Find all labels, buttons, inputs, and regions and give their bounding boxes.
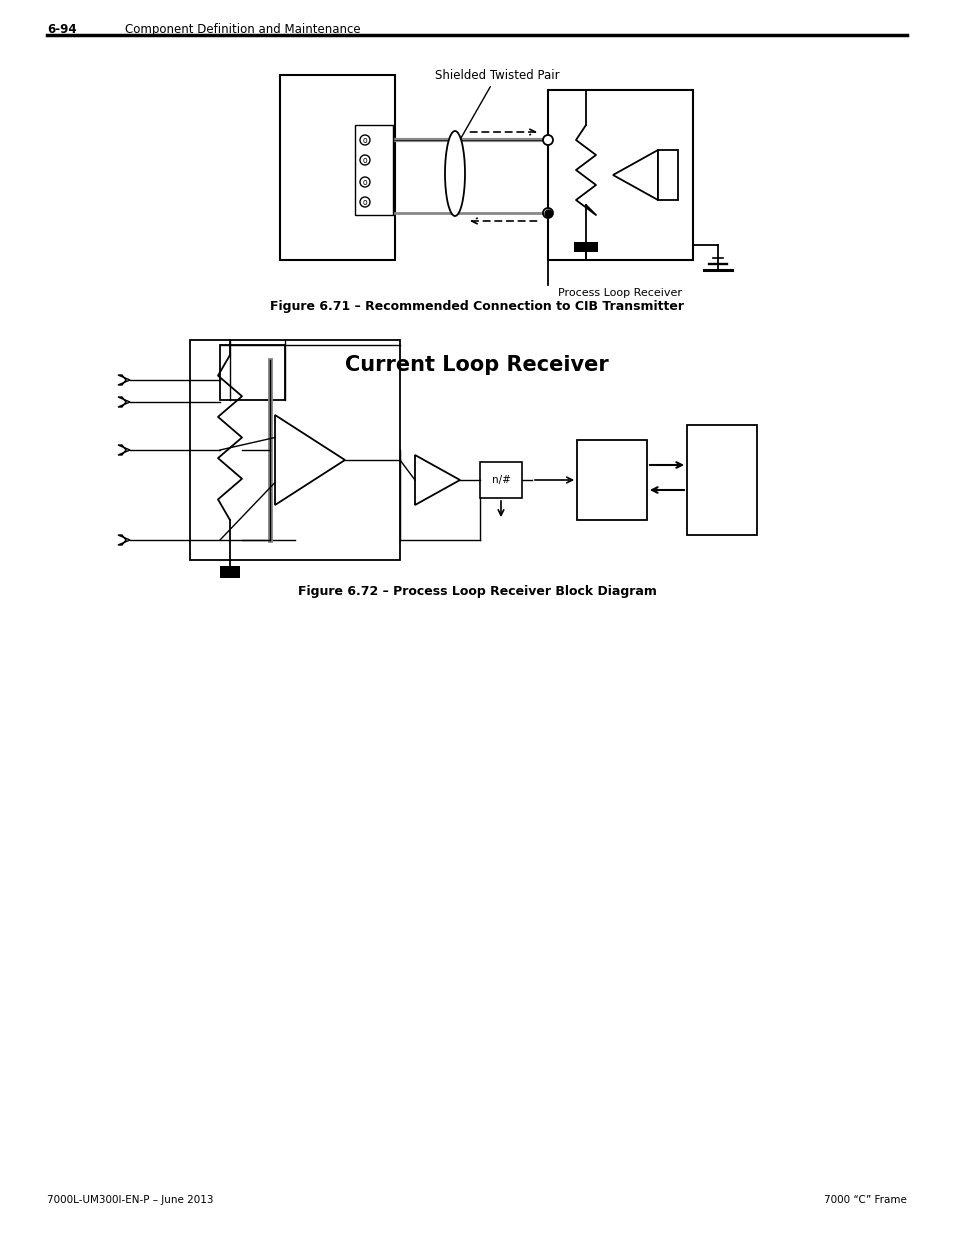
Text: o: o: [362, 156, 367, 164]
Text: Current Loop Receiver: Current Loop Receiver: [345, 354, 608, 375]
Bar: [220, 566, 240, 578]
Bar: [574, 242, 598, 252]
Text: Process Loop Receiver: Process Loop Receiver: [558, 288, 681, 298]
Bar: [547, 90, 692, 261]
Bar: [190, 340, 399, 559]
Bar: [220, 345, 285, 400]
Text: o: o: [362, 178, 367, 186]
Text: Component Definition and Maintenance: Component Definition and Maintenance: [125, 23, 360, 36]
Bar: [577, 440, 646, 520]
Circle shape: [359, 135, 370, 144]
Text: o: o: [362, 136, 367, 144]
Ellipse shape: [444, 131, 464, 216]
Circle shape: [359, 198, 370, 207]
Text: 7000 “C” Frame: 7000 “C” Frame: [823, 1195, 906, 1205]
Bar: [686, 425, 757, 535]
Circle shape: [542, 207, 553, 219]
Text: Figure 6.71 – Recommended Connection to CIB Transmitter: Figure 6.71 – Recommended Connection to …: [270, 300, 683, 312]
Circle shape: [359, 156, 370, 165]
Text: n/#: n/#: [491, 475, 510, 485]
Text: 6-94: 6-94: [47, 23, 76, 36]
Text: 7000L-UM300I-EN-P – June 2013: 7000L-UM300I-EN-P – June 2013: [47, 1195, 213, 1205]
Text: Shielded Twisted Pair: Shielded Twisted Pair: [435, 68, 558, 144]
Text: o: o: [362, 198, 367, 206]
Bar: [479, 462, 521, 498]
Circle shape: [359, 177, 370, 186]
Text: Figure 6.72 – Process Loop Receiver Block Diagram: Figure 6.72 – Process Loop Receiver Bloc…: [297, 585, 656, 598]
Circle shape: [542, 135, 553, 144]
Bar: [355, 125, 393, 215]
Bar: [658, 149, 678, 200]
Bar: [280, 75, 395, 261]
